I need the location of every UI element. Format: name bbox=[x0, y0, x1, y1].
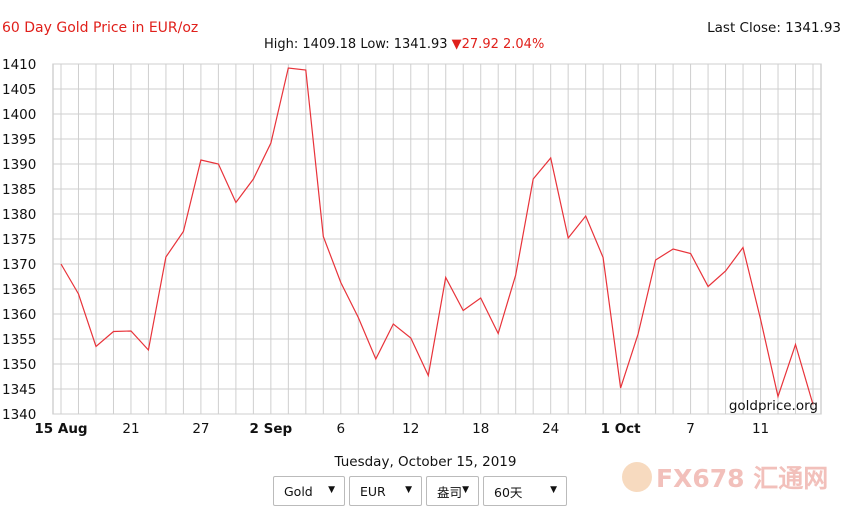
y-axis-ticks: 1340 1345 1350 1355 1360 1365 1370 1375 1380 1385… bbox=[2, 57, 36, 423]
last-close-value: 1341.93 bbox=[785, 20, 841, 36]
x-tick-label: 11 bbox=[752, 421, 769, 437]
chevron-down-icon: ▼ bbox=[462, 485, 469, 495]
change-value: 27.92 bbox=[461, 37, 499, 52]
chevron-down-icon: ▼ bbox=[405, 485, 412, 495]
brand-watermark: FX678 汇通网 bbox=[656, 464, 829, 493]
x-tick-label: 7 bbox=[686, 421, 695, 437]
y-tick-label: 1375 bbox=[2, 232, 36, 248]
y-tick-label: 1370 bbox=[2, 257, 36, 273]
x-tick-label: 21 bbox=[122, 421, 139, 437]
brand-logo-icon bbox=[622, 462, 652, 492]
goldprice-watermark: goldprice.org bbox=[729, 398, 818, 414]
low-label: Low: bbox=[360, 37, 390, 52]
chevron-down-icon: ▼ bbox=[328, 485, 335, 495]
change-percent: 2.04% bbox=[503, 37, 545, 52]
high-label: High: bbox=[264, 37, 299, 52]
down-arrow-icon: ▼ bbox=[451, 37, 462, 52]
x-tick-label: 27 bbox=[192, 421, 209, 437]
chart-title: 60 Day Gold Price in EUR/oz bbox=[2, 20, 199, 36]
currency-select[interactable]: EUR ▼ bbox=[349, 476, 422, 506]
x-tick-label: 12 bbox=[402, 421, 419, 437]
period-select[interactable]: 60天 ▼ bbox=[483, 476, 567, 506]
y-tick-label: 1345 bbox=[2, 382, 36, 398]
y-tick-label: 1400 bbox=[2, 107, 36, 123]
y-tick-label: 1395 bbox=[2, 132, 36, 148]
x-tick-label: 18 bbox=[472, 421, 489, 437]
x-axis-ticks: 15 Aug 21 27 2 Sep 6 12 18 24 1 Oct 7 11 bbox=[34, 421, 769, 437]
x-tick-label: 24 bbox=[542, 421, 559, 437]
y-tick-label: 1380 bbox=[2, 207, 36, 223]
y-tick-label: 1365 bbox=[2, 282, 36, 298]
x-tick-label: 6 bbox=[337, 421, 346, 437]
high-value: 1409.18 bbox=[302, 37, 357, 52]
y-tick-label: 1360 bbox=[2, 307, 36, 323]
unit-select[interactable]: 盎司 ▼ bbox=[426, 476, 479, 506]
y-tick-label: 1340 bbox=[2, 407, 36, 423]
high-low-summary: High: 1409.18 Low: 1341.93 ▼27.92 2.04% bbox=[264, 37, 544, 52]
y-tick-label: 1390 bbox=[2, 157, 36, 173]
unit-select-value: 盎司 bbox=[437, 484, 463, 500]
low-value: 1341.93 bbox=[393, 37, 448, 52]
metal-select-value: Gold bbox=[284, 483, 313, 499]
y-tick-label: 1350 bbox=[2, 357, 36, 373]
y-tick-label: 1410 bbox=[2, 57, 36, 73]
x-tick-label: 1 Oct bbox=[601, 421, 642, 437]
currency-select-value: EUR bbox=[360, 483, 386, 499]
last-close-label: Last Close: bbox=[707, 20, 781, 36]
y-tick-label: 1405 bbox=[2, 82, 36, 98]
chevron-down-icon: ▼ bbox=[550, 485, 557, 495]
date-label: Tuesday, October 15, 2019 bbox=[334, 454, 517, 470]
gold-price-line bbox=[60, 67, 814, 405]
period-select-value: 60天 bbox=[494, 484, 523, 500]
x-tick-label: 15 Aug bbox=[34, 421, 87, 437]
x-tick-label: 2 Sep bbox=[250, 421, 293, 437]
metal-select[interactable]: Gold ▼ bbox=[273, 476, 345, 506]
y-tick-label: 1385 bbox=[2, 182, 36, 198]
chart-grid bbox=[52, 63, 822, 415]
y-tick-label: 1355 bbox=[2, 332, 36, 348]
price-chart: 1340 1345 1350 1355 1360 1365 1370 1375 1380 1385… bbox=[2, 57, 822, 437]
last-close: Last Close: 1341.93 bbox=[707, 20, 841, 36]
